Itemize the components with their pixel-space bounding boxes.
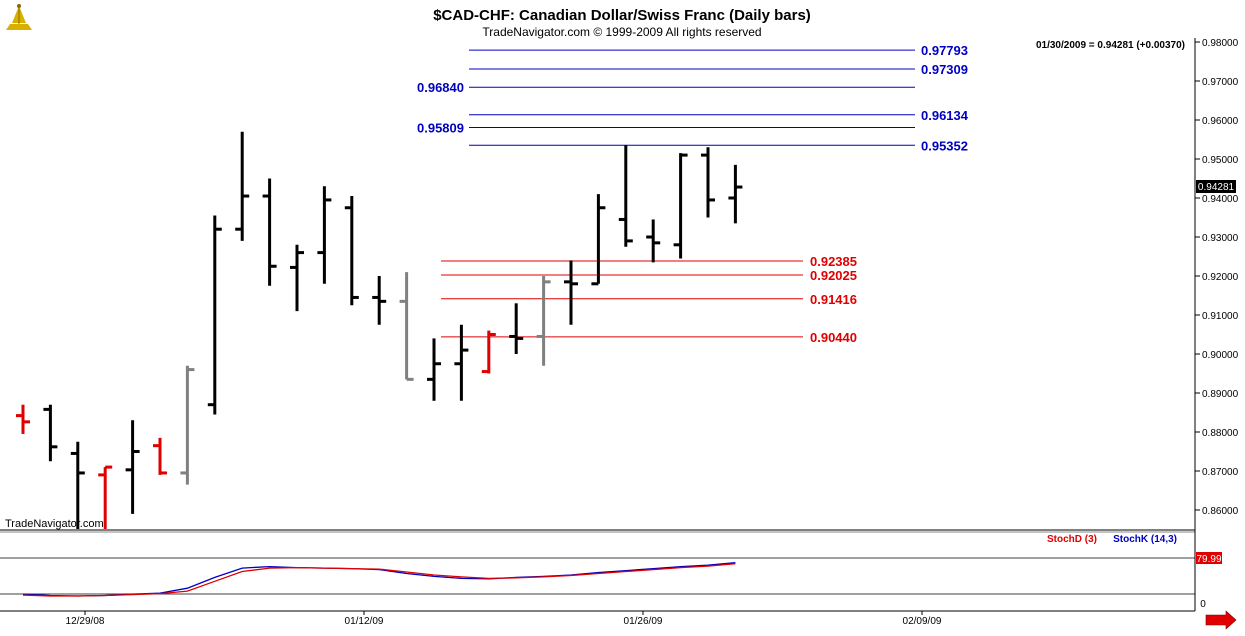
- ohlc-bar: [70, 441, 85, 529]
- ohlc-bar: [481, 330, 496, 374]
- retracement-label: 0.91416: [810, 292, 857, 307]
- y-tick-label: 0.97000: [1202, 77, 1239, 88]
- last-price-tag: 0.94281: [1198, 182, 1235, 193]
- copyright-text: TradeNavigator.com © 1999-2009 All right…: [482, 25, 761, 39]
- y-tick-label: 0.91000: [1202, 311, 1239, 322]
- x-tick-label: 02/09/09: [903, 616, 942, 627]
- stoch-level-tag: 79.99: [1196, 554, 1221, 565]
- ohlc-bar: [399, 272, 414, 381]
- x-tick-label: 01/12/09: [345, 616, 384, 627]
- y-tick-label: 0.92000: [1202, 272, 1239, 283]
- ohlc-bar: [125, 420, 140, 514]
- ohlc-bar: [290, 244, 304, 312]
- scroll-right-arrow-icon[interactable]: [1205, 610, 1237, 630]
- y-tick-label: 0.98000: [1202, 38, 1239, 49]
- ohlc-bar: [98, 465, 113, 529]
- ohlc-bar: [16, 404, 30, 434]
- ohlc-bar: [235, 131, 250, 241]
- ohlc-bar: [701, 147, 715, 218]
- ohlc-bar: [564, 260, 578, 325]
- y-tick-label: 0.96000: [1202, 116, 1239, 127]
- extension-label: 0.97793: [921, 43, 968, 58]
- trade-navigator-logo-icon: [6, 4, 32, 30]
- last-price-tag-bg: [1196, 180, 1236, 193]
- last-quote: 01/30/2009 = 0.94281 (+0.00370): [1036, 40, 1185, 51]
- chart-title: $CAD-CHF: Canadian Dollar/Swiss Franc (D…: [433, 7, 811, 24]
- stoch-d-line: [22, 563, 736, 597]
- ohlc-bar: [344, 196, 359, 306]
- ohlc-bar: [317, 186, 332, 284]
- y-tick-label: 0.93000: [1202, 233, 1239, 244]
- y-tick-label: 0.89000: [1202, 389, 1239, 400]
- watermark: TradeNavigator.com: [5, 518, 104, 530]
- ohlc-bar: [153, 437, 167, 475]
- stoch-level-tag-bg: [1196, 552, 1222, 564]
- ohlc-bar: [591, 194, 606, 286]
- ohlc-bar: [427, 338, 441, 401]
- extension-label: 0.96134: [921, 108, 969, 123]
- y-tick-label: 0.95000: [1202, 155, 1239, 166]
- retracement-label: 0.90440: [810, 330, 857, 345]
- retracement-label: 0.92385: [810, 254, 857, 269]
- ohlc-bar: [454, 324, 469, 401]
- retracement-label: 0.92025: [810, 268, 857, 283]
- extension-label: 0.96840: [417, 80, 464, 95]
- y-tick-label: 0.88000: [1202, 428, 1239, 439]
- ohlc-bars: [16, 131, 743, 529]
- fibonacci-extension-lines: 0.97793 0.97309 0.96840 0.96134 0.95809 0.953…: [417, 43, 969, 153]
- ohlc-bar: [646, 219, 661, 263]
- stoch-d-legend: StochD (3): [1047, 534, 1097, 545]
- ohlc-bar: [43, 404, 58, 462]
- ohlc-bar: [509, 303, 524, 354]
- x-tick-label: 12/29/08: [66, 616, 105, 627]
- ohlc-bar: [728, 164, 743, 224]
- ohlc-bar: [536, 276, 551, 366]
- ohlc-bar: [372, 276, 387, 325]
- extension-label: 0.95352: [921, 138, 968, 153]
- stoch-k-legend: StochK (14,3): [1113, 534, 1177, 545]
- y-axis: 0.98000 0.97000 0.96000 0.95000 0.94000 0.930…: [1195, 38, 1239, 517]
- stochastic-panel: StochD (3) StochK (14,3) 79.99 0: [0, 534, 1222, 610]
- ohlc-bar: [262, 178, 277, 286]
- y-tick-label: 0.94000: [1202, 194, 1239, 205]
- ohlc-bar: [180, 365, 195, 485]
- y-tick-label: 0.87000: [1202, 467, 1239, 478]
- extension-label: 0.97309: [921, 62, 968, 77]
- y-tick-label: 0.86000: [1202, 506, 1239, 517]
- y-tick-label: 0.90000: [1202, 350, 1239, 361]
- stoch-zero-label: 0: [1200, 599, 1206, 610]
- ohlc-bar: [673, 153, 688, 259]
- extension-label: 0.95809: [417, 120, 464, 135]
- ohlc-bar: [207, 215, 222, 415]
- x-axis: 12/29/08 01/12/09 01/26/09 02/09/09: [66, 611, 942, 627]
- ohlc-bar: [618, 145, 633, 247]
- x-tick-label: 01/26/09: [624, 616, 663, 627]
